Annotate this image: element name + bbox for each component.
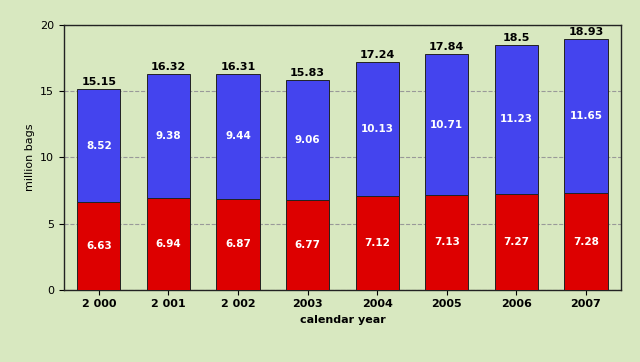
Text: 11.23: 11.23: [500, 114, 533, 125]
Bar: [286, 80, 329, 200]
Text: 7.13: 7.13: [434, 237, 460, 248]
Text: 9.06: 9.06: [295, 135, 321, 145]
Bar: [495, 194, 538, 290]
Text: 18.93: 18.93: [568, 28, 604, 38]
Text: 7.28: 7.28: [573, 236, 599, 247]
Text: 16.31: 16.31: [220, 62, 255, 72]
Bar: [356, 195, 399, 290]
Text: 16.32: 16.32: [151, 62, 186, 72]
Y-axis label: million bags: million bags: [24, 124, 35, 191]
X-axis label: calendar year: calendar year: [300, 315, 385, 325]
Bar: [425, 195, 468, 290]
Bar: [147, 198, 190, 290]
Bar: [147, 74, 190, 198]
Text: 11.65: 11.65: [570, 111, 602, 121]
Bar: [564, 39, 607, 193]
Text: 18.5: 18.5: [502, 33, 530, 43]
Bar: [564, 193, 607, 290]
Text: 10.71: 10.71: [430, 119, 463, 130]
Text: 17.84: 17.84: [429, 42, 465, 52]
Text: 6.77: 6.77: [294, 240, 321, 250]
Text: 15.15: 15.15: [81, 77, 116, 88]
Text: 10.13: 10.13: [361, 123, 394, 134]
Bar: [216, 74, 260, 199]
Text: 6.87: 6.87: [225, 239, 251, 249]
Bar: [425, 54, 468, 195]
Text: 7.27: 7.27: [504, 237, 529, 247]
Bar: [77, 202, 120, 290]
Text: 7.12: 7.12: [364, 237, 390, 248]
Bar: [77, 89, 120, 202]
Text: 6.94: 6.94: [156, 239, 181, 249]
Bar: [286, 200, 329, 290]
Text: 8.52: 8.52: [86, 141, 111, 151]
Text: 15.83: 15.83: [290, 68, 325, 79]
Bar: [356, 62, 399, 195]
Text: 6.63: 6.63: [86, 241, 111, 251]
Text: 9.38: 9.38: [156, 131, 181, 141]
Text: 9.44: 9.44: [225, 131, 251, 142]
Text: 17.24: 17.24: [360, 50, 395, 60]
Bar: [495, 45, 538, 194]
Bar: [216, 199, 260, 290]
